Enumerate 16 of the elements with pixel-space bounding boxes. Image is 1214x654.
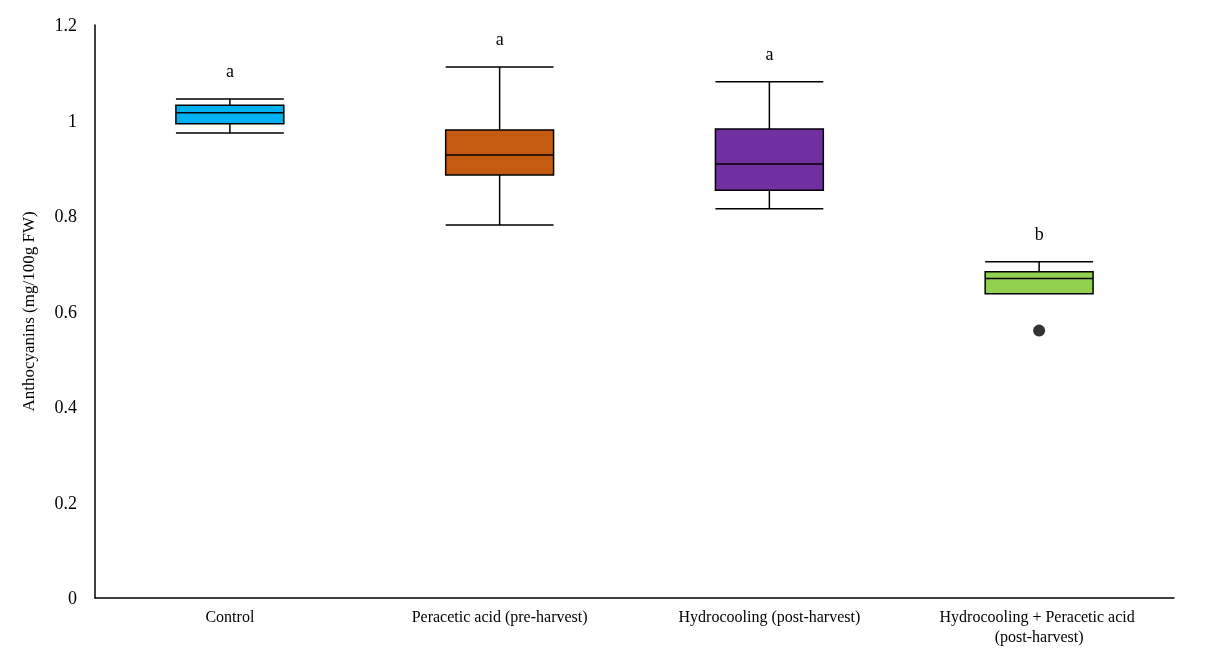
y-tick-label: 0.8 [54,206,77,226]
annotation: a [495,29,504,50]
y-axis-title: Anthocyanins (mg/100g FW) [19,211,38,412]
annotation: b [1034,223,1044,244]
y-tick-label: 1 [68,110,77,131]
y-tick-label: 1.2 [54,15,77,35]
y-tick-label: 0 [68,588,77,608]
x-tick-label: Hydrocooling + Peracetic acid (post-harvest) [939,607,1139,646]
y-tick-label: 0.4 [54,397,77,417]
annotation: a [765,43,774,64]
annotation: a [225,61,234,82]
x-tick-label: Peracetic acid (pre-harvest) [411,607,588,626]
x-tick-label: Control [205,607,255,625]
y-tick-label: 0.6 [54,301,77,322]
y-tick-label: 0.2 [54,492,77,513]
x-tick-label: Hydrocooling (post-harvest) [678,607,861,626]
